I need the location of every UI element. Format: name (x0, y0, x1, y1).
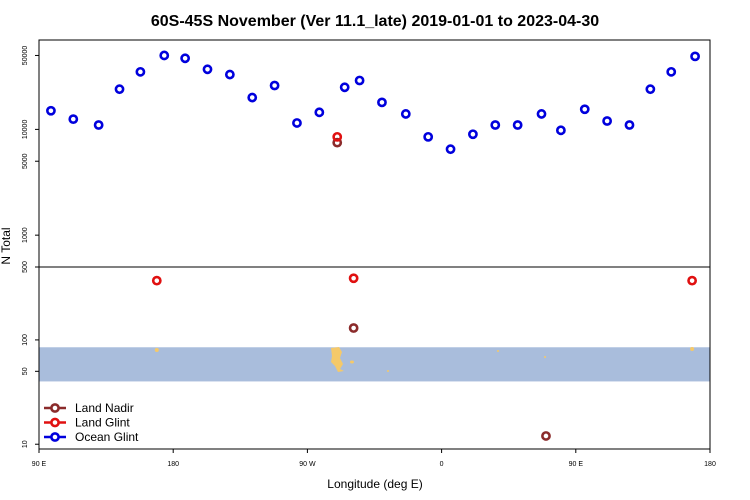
legend-label-ocean-glint: Ocean Glint (75, 430, 139, 444)
ocean-glint-point (555, 125, 566, 136)
ocean-glint-point (46, 105, 56, 116)
ocean-glint-point (579, 104, 590, 115)
ocean-glint-point (624, 120, 635, 130)
land-nadir-point (541, 431, 551, 441)
legend-label-land-nadir: Land Nadir (75, 401, 134, 415)
y-tick-label: 5000 (22, 153, 29, 169)
ocean-glint-point (645, 84, 656, 95)
y-axis-label: N Total (0, 227, 13, 264)
x-tick-label: 90 W (299, 461, 316, 468)
ocean-glint-point (354, 75, 365, 86)
land-feature (690, 347, 695, 351)
x-tick-label: 90 E (32, 461, 47, 468)
ocean-glint-point (666, 66, 677, 77)
plot-frame (38, 39, 711, 450)
ocean-glint-point (602, 116, 613, 126)
ocean-glint-point (114, 84, 125, 95)
legend-marker-land-nadir (50, 403, 60, 413)
legend-marker-ocean-glint (50, 432, 60, 442)
y-tick-label: 10000 (22, 120, 29, 140)
x-axis-ticks: 90 E 180 90 W 0 90 E 180 (32, 449, 716, 468)
land-nadir-point (348, 323, 359, 333)
ocean-glint-point (377, 97, 387, 108)
ocean-glint-point (314, 107, 325, 118)
ocean-glint-point (339, 82, 350, 93)
ocean-glint-point (202, 64, 213, 75)
land-feature (387, 370, 389, 372)
ocean-glint-point (224, 69, 235, 80)
x-tick-label: 180 (167, 461, 179, 468)
land-glint-point (151, 275, 162, 286)
ocean-glint-point (468, 129, 478, 140)
y-tick-label: 500 (22, 261, 29, 273)
ocean-glint-point (159, 50, 170, 61)
ocean-glint-point (490, 120, 501, 130)
ocean-glint-point (68, 114, 79, 125)
y-tick-label: 50 (22, 367, 29, 375)
land-feature (544, 356, 546, 358)
x-tick-label: 180 (704, 461, 716, 468)
y-axis-ticks: 1000 5000 10000 50000 10 50 100 500 (22, 46, 39, 448)
ocean-glint-point (536, 109, 547, 119)
y-tick-label: 100 (22, 334, 29, 346)
y-tick-label: 10 (22, 440, 29, 448)
ocean-glint-point (292, 118, 302, 128)
land-outline-layer (154, 347, 695, 372)
ocean-glint-point (180, 53, 191, 64)
legend-marker-land-glint (50, 417, 60, 428)
land-glint-point (332, 131, 343, 142)
ocean-glint-point (423, 131, 434, 142)
latitude-band-layer (39, 347, 710, 382)
ocean-glint-point (445, 144, 456, 155)
legend-label-land-glint: Land Glint (75, 416, 130, 430)
plot-border (38, 39, 711, 450)
land-nadir-point (332, 137, 343, 148)
ocean-glint-point (135, 66, 146, 77)
ocean-glint-point (400, 109, 411, 119)
latitude-band (39, 347, 710, 382)
x-tick-label: 0 (440, 461, 444, 468)
x-tick-label: 90 E (569, 461, 584, 468)
land-glint-point (348, 273, 359, 284)
y-tick-label: 1000 (22, 227, 29, 243)
land-feature (497, 350, 499, 352)
y-tick-label: 50000 (22, 46, 29, 66)
x-axis-label: Longitude (deg E) (327, 477, 422, 491)
data-points (46, 50, 700, 441)
land-feature (331, 347, 344, 372)
land-glint-point (687, 275, 698, 286)
land-feature (350, 360, 354, 364)
ocean-glint-point (247, 92, 258, 103)
land-feature (154, 348, 159, 352)
chart-title: 60S-45S November (Ver 11.1_late) 2019-01… (151, 13, 599, 30)
ocean-glint-point (93, 120, 104, 130)
ocean-glint-point (690, 51, 700, 62)
ocean-glint-point (269, 80, 280, 91)
ocean-glint-point (512, 120, 523, 130)
